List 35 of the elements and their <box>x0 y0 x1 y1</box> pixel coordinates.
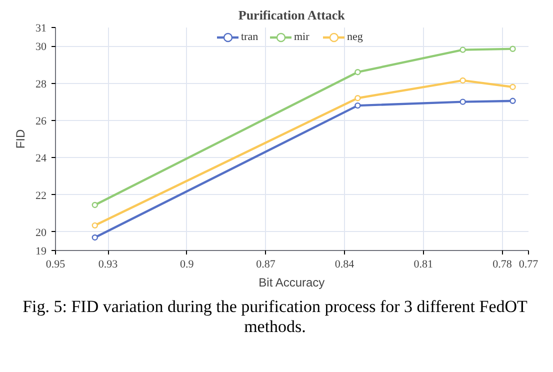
x-tick-label: 0.87 <box>256 258 276 270</box>
x-tick-label: 0.78 <box>492 258 512 270</box>
x-axis-title: Bit Accuracy <box>258 276 325 290</box>
point <box>460 98 466 105</box>
y-tick-label: 31 <box>36 22 46 34</box>
x-tick-label: 0.9 <box>180 258 194 270</box>
y-tick-label: 22 <box>36 190 46 202</box>
y-tick-label: 20 <box>36 226 47 239</box>
point <box>92 202 98 208</box>
point <box>92 222 98 229</box>
y-tick-label: 26 <box>36 115 47 128</box>
point <box>354 95 361 102</box>
point <box>460 46 466 53</box>
x-tick-label: 0.81 <box>414 258 434 270</box>
point <box>510 84 516 90</box>
point <box>510 98 516 104</box>
x-tick-label: 0.95 <box>46 258 66 270</box>
point <box>354 102 361 109</box>
legend-label: tran <box>241 31 260 43</box>
y-tick-label: 28 <box>36 78 47 90</box>
y-tick-label: 19 <box>36 246 47 258</box>
legend-label: mir <box>294 31 310 43</box>
point <box>460 77 466 84</box>
chart-title: Purification Attack <box>238 8 346 22</box>
y-axis-title: FID <box>14 129 28 149</box>
y-tick-label: 24 <box>36 152 47 165</box>
legend-label: neg <box>347 31 364 43</box>
x-tick-label: 0.93 <box>98 258 118 270</box>
caption: Fig. 5: FID variation during the purification process for 3 different FedOT methods. <box>22 297 528 338</box>
point <box>354 69 361 76</box>
x-tick-label: 0.84 <box>334 258 355 270</box>
x-tick-label: 0.77 <box>518 258 539 270</box>
point <box>92 234 98 241</box>
y-tick-label: 30 <box>36 41 47 54</box>
point <box>510 46 516 52</box>
